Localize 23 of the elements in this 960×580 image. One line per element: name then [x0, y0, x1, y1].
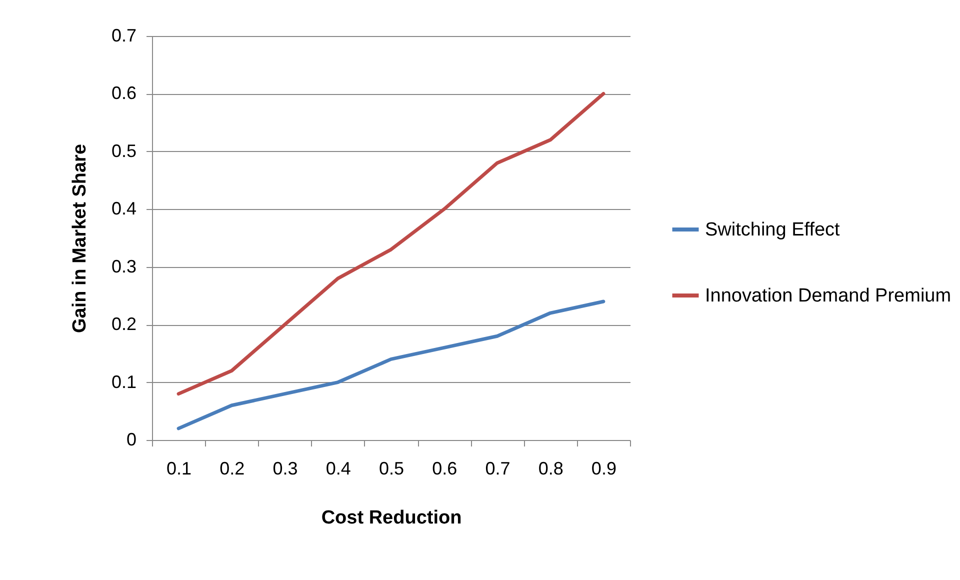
legend-label: Innovation Demand Premium	[705, 286, 952, 306]
x-tick-label: 0.3	[272, 458, 298, 478]
x-tick-label: 0.1	[166, 458, 192, 478]
x-tick-label: 0.8	[538, 458, 564, 478]
x-tick-label: 0.4	[326, 458, 351, 478]
y-tick-label: 0.5	[111, 140, 136, 161]
line-series	[176, 92, 606, 396]
y-tick-label: 0.2	[111, 314, 136, 334]
line-series	[176, 300, 606, 430]
y-tick-label: 0.1	[111, 372, 136, 392]
y-tick-label: 0.7	[111, 26, 136, 46]
x-tick-label: 0.2	[220, 458, 245, 478]
y-tick-label: 0.4	[111, 198, 136, 219]
x-tick-label: 0.9	[591, 458, 616, 478]
y-tick-label: 0	[126, 430, 136, 450]
legend-label: Switching Effect	[705, 220, 841, 240]
y-axis-title: Gain in Market Share	[69, 144, 90, 334]
x-tick-label: 0.6	[432, 458, 458, 478]
x-tick-label: 0.7	[485, 458, 510, 478]
x-axis-title: Cost Reduction	[321, 508, 462, 528]
x-tick-label: 0.5	[378, 458, 404, 478]
y-tick-label: 0.3	[111, 256, 136, 276]
y-tick-label: 0.6	[111, 83, 136, 104]
